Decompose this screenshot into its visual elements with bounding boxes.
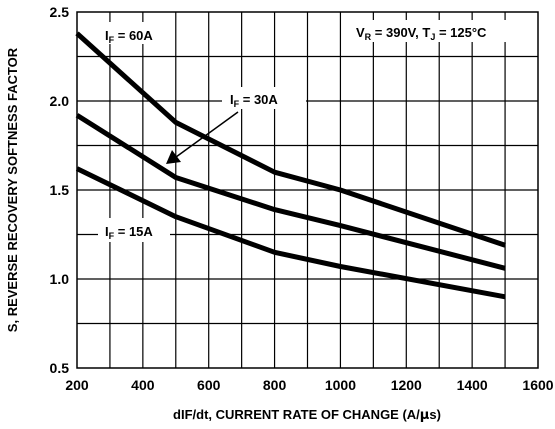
x-tick-label: 200 <box>65 377 89 393</box>
plot-frame <box>76 11 539 369</box>
label-bg-15a <box>98 218 170 242</box>
x-tick-label: 1400 <box>457 377 488 393</box>
y-tick-label: 1.5 <box>50 182 70 198</box>
x-tick-label: 1600 <box>522 377 553 393</box>
y-tick-labels: 0.5 1.0 1.5 2.0 2.5 <box>50 4 70 376</box>
label-bg-60a <box>98 22 170 44</box>
annotation-if-60a: IF = 60A <box>105 28 153 45</box>
annotation-arrow-shaft <box>175 111 239 158</box>
y-tick-label: 0.5 <box>50 360 70 376</box>
series-line-if-15a <box>75 166 506 300</box>
series-line-if-30a <box>75 113 506 271</box>
x-tick-label: 1000 <box>325 377 356 393</box>
x-tick-label: 600 <box>197 377 221 393</box>
y-tick-label: 2.0 <box>50 93 70 109</box>
annotation-if-15a: IF = 15A <box>105 224 153 241</box>
y-tick-label: 1.0 <box>50 271 70 287</box>
x-tick-label: 1200 <box>391 377 422 393</box>
label-bg-30a <box>222 87 306 109</box>
y-tick-label: 2.5 <box>50 4 70 20</box>
x-tick-labels: 200 400 600 800 1000 1200 1400 1600 <box>65 377 553 393</box>
annotation-conditions: VR = 390V, TJ = 125°C <box>356 25 487 42</box>
x-tick-label: 400 <box>131 377 155 393</box>
curves <box>75 31 506 300</box>
series-line-if-60a <box>75 31 506 248</box>
x-tick-label: 800 <box>263 377 287 393</box>
x-axis-title: dIF/dt, CURRENT RATE OF CHANGE (A/µs) <box>173 407 441 423</box>
grid <box>77 12 538 368</box>
y-axis-title: S, REVERSE RECOVERY SOFTNESS FACTOR <box>5 47 20 332</box>
label-bg-conditions <box>350 20 528 42</box>
annotation-arrowhead <box>166 150 181 164</box>
annotation-if-30a: IF = 30A <box>230 92 278 109</box>
